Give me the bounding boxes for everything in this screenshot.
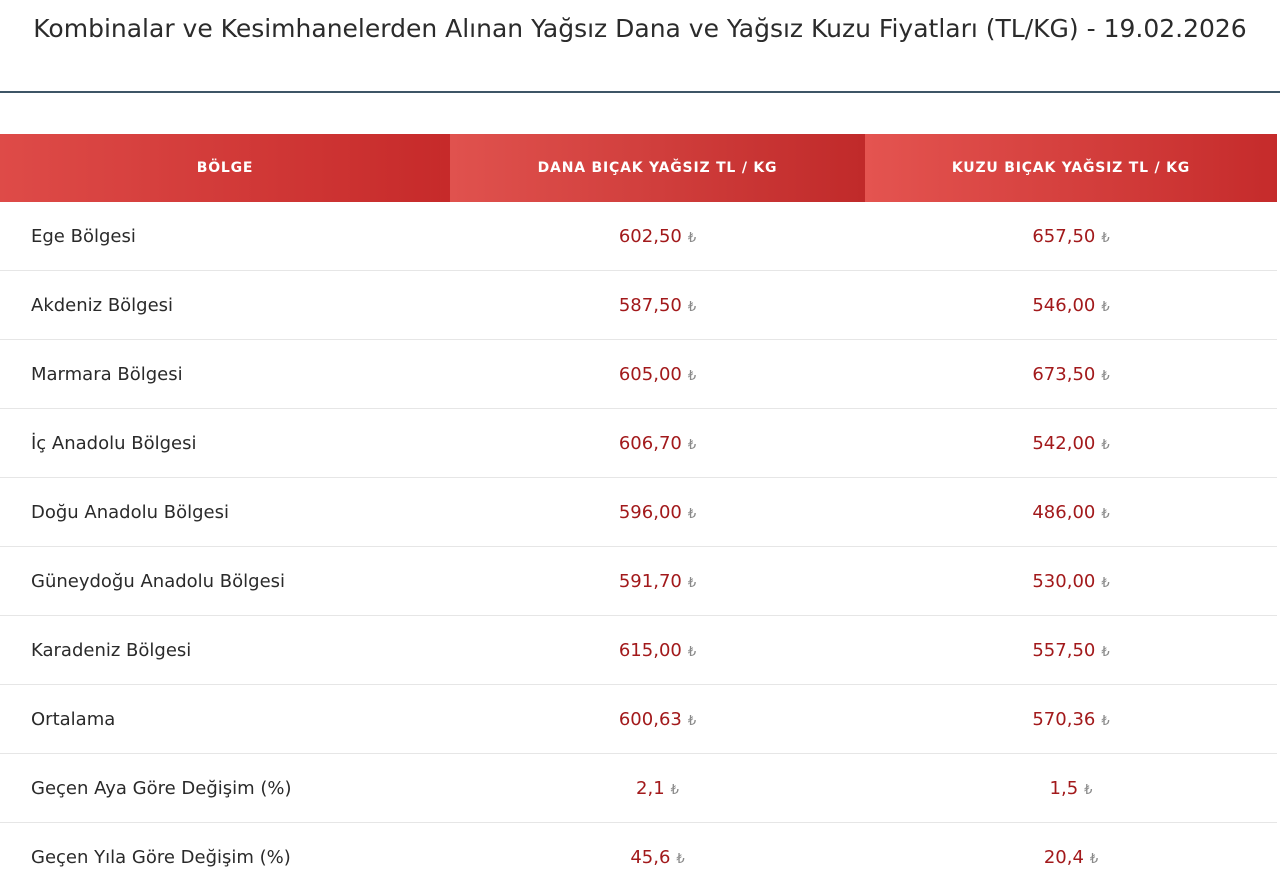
header-kuzu-price: KUZU BIÇAK YAĞSIZ TL / KG xyxy=(865,134,1277,202)
dana-price-cell: 605,00 ₺ xyxy=(450,339,865,409)
table-row: Akdeniz Bölgesi 587,50 ₺ 546,00 ₺ xyxy=(0,270,1277,340)
kuzu-price-value: 570,36 xyxy=(1032,708,1096,730)
lira-currency-icon: ₺ xyxy=(1101,437,1110,453)
table-header-row: BÖLGE DANA BIÇAK YAĞSIZ TL / KG KUZU BIÇ… xyxy=(0,134,1277,202)
kuzu-price-cell: 657,50 ₺ xyxy=(865,202,1277,271)
kuzu-price-cell: 542,00 ₺ xyxy=(865,408,1277,478)
header-region: BÖLGE xyxy=(0,134,450,202)
title-bar: Kombinalar ve Kesimhanelerden Alınan Yağ… xyxy=(0,0,1280,93)
dana-price-value: 605,00 xyxy=(618,363,682,385)
region-name: Geçen Aya Göre Değişim (%) xyxy=(0,753,450,823)
dana-price-cell: 587,50 ₺ xyxy=(450,270,865,340)
dana-price-value: 600,63 xyxy=(618,708,682,730)
table-row: İç Anadolu Bölgesi 606,70 ₺ 542,00 ₺ xyxy=(0,408,1277,478)
table-row: Ortalama 600,63 ₺ 570,36 ₺ xyxy=(0,684,1277,754)
header-dana-price: DANA BIÇAK YAĞSIZ TL / KG xyxy=(450,134,865,202)
region-name: Marmara Bölgesi xyxy=(0,339,450,409)
price-table: BÖLGE DANA BIÇAK YAĞSIZ TL / KG KUZU BIÇ… xyxy=(0,134,1277,883)
lira-currency-icon: ₺ xyxy=(1101,230,1110,246)
dana-price-value: 587,50 xyxy=(618,294,682,316)
lira-currency-icon: ₺ xyxy=(1089,851,1099,867)
lira-currency-icon: ₺ xyxy=(1101,506,1110,522)
dana-price-value: 591,70 xyxy=(618,570,682,592)
region-name: Ortalama xyxy=(0,684,450,754)
kuzu-price-value: 20,4 xyxy=(1043,846,1084,868)
region-name: Geçen Yıla Göre Değişim (%) xyxy=(31,846,291,868)
kuzu-price-cell: 546,00 ₺ xyxy=(865,270,1277,340)
region-name: Güneydoğu Anadolu Bölgesi xyxy=(0,546,450,616)
dana-price-cell: 602,50 ₺ xyxy=(450,202,865,271)
table-row: Geçen Yıla Göre Değişim (%) 45,6 ₺ 20,4 ₺ xyxy=(0,823,1277,883)
kuzu-price-cell: 20,4 ₺ xyxy=(865,823,1277,883)
lira-currency-icon: ₺ xyxy=(687,368,697,384)
kuzu-price-cell: 1,5 ₺ xyxy=(865,753,1277,823)
lira-currency-icon: ₺ xyxy=(687,299,697,315)
lira-currency-icon: ₺ xyxy=(1084,782,1093,798)
lira-currency-icon: ₺ xyxy=(1101,575,1110,591)
lira-currency-icon: ₺ xyxy=(670,782,679,798)
table-row: Karadeniz Bölgesi 615,00 ₺ 557,50 ₺ xyxy=(0,615,1277,685)
dana-price-cell: 596,00 ₺ xyxy=(450,477,865,547)
kuzu-price-cell: 673,50 ₺ xyxy=(865,339,1277,409)
lira-currency-icon: ₺ xyxy=(687,713,697,729)
dana-price-value: 606,70 xyxy=(618,432,682,454)
dana-price-cell: 45,6 ₺ xyxy=(450,823,865,883)
dana-price-value: 45,6 xyxy=(630,846,671,868)
table-row: Geçen Aya Göre Değişim (%) 2,1 ₺ 1,5 ₺ xyxy=(0,753,1277,823)
dana-price-cell: 615,00 ₺ xyxy=(450,615,865,685)
kuzu-price-cell: 486,00 ₺ xyxy=(865,477,1277,547)
lira-currency-icon: ₺ xyxy=(687,575,697,591)
table-row: Güneydoğu Anadolu Bölgesi 591,70 ₺ 530,00 ₺ xyxy=(0,546,1277,616)
lira-currency-icon: ₺ xyxy=(676,851,685,867)
dana-price-value: 602,50 xyxy=(618,225,682,247)
kuzu-price-cell: 570,36 ₺ xyxy=(865,684,1277,754)
kuzu-price-value: 530,00 xyxy=(1032,570,1096,592)
kuzu-price-value: 1,5 xyxy=(1049,777,1079,799)
table-row: Doğu Anadolu Bölgesi 596,00 ₺ 486,00 ₺ xyxy=(0,477,1277,547)
dana-price-cell: 2,1 ₺ xyxy=(450,753,865,823)
lira-currency-icon: ₺ xyxy=(1101,299,1110,315)
lira-currency-icon: ₺ xyxy=(1101,713,1110,729)
region-name: Ege Bölgesi xyxy=(0,202,450,271)
lira-currency-icon: ₺ xyxy=(687,230,697,246)
kuzu-price-value: 546,00 xyxy=(1032,294,1096,316)
table-row: Marmara Bölgesi 605,00 ₺ 673,50 ₺ xyxy=(0,339,1277,409)
kuzu-price-value: 542,00 xyxy=(1032,432,1096,454)
kuzu-price-cell: 530,00 ₺ xyxy=(865,546,1277,616)
lira-currency-icon: ₺ xyxy=(687,506,697,522)
kuzu-price-value: 673,50 xyxy=(1032,363,1096,385)
dana-price-cell: 606,70 ₺ xyxy=(450,408,865,478)
kuzu-price-value: 657,50 xyxy=(1032,225,1096,247)
kuzu-price-value: 557,50 xyxy=(1032,639,1096,661)
lira-currency-icon: ₺ xyxy=(1101,644,1110,660)
dana-price-value: 2,1 xyxy=(636,777,665,799)
lira-currency-icon: ₺ xyxy=(687,644,697,660)
dana-price-value: 615,00 xyxy=(618,639,682,661)
region-name: İç Anadolu Bölgesi xyxy=(0,408,450,478)
lira-currency-icon: ₺ xyxy=(1101,368,1110,384)
page-title: Kombinalar ve Kesimhanelerden Alınan Yağ… xyxy=(33,14,1247,43)
region-name: Karadeniz Bölgesi xyxy=(0,615,450,685)
dana-price-cell: 600,63 ₺ xyxy=(450,684,865,754)
table-row: Ege Bölgesi 602,50 ₺ 657,50 ₺ xyxy=(0,202,1277,271)
kuzu-price-value: 486,00 xyxy=(1032,501,1096,523)
dana-price-cell: 591,70 ₺ xyxy=(450,546,865,616)
region-name: Doğu Anadolu Bölgesi xyxy=(0,477,450,547)
lira-currency-icon: ₺ xyxy=(687,437,697,453)
table-body: Ege Bölgesi 602,50 ₺ 657,50 ₺ Akdeniz Bölgesi… xyxy=(0,202,1277,883)
kuzu-price-cell: 557,50 ₺ xyxy=(865,615,1277,685)
dana-price-value: 596,00 xyxy=(618,501,682,523)
region-name: Akdeniz Bölgesi xyxy=(0,270,450,340)
